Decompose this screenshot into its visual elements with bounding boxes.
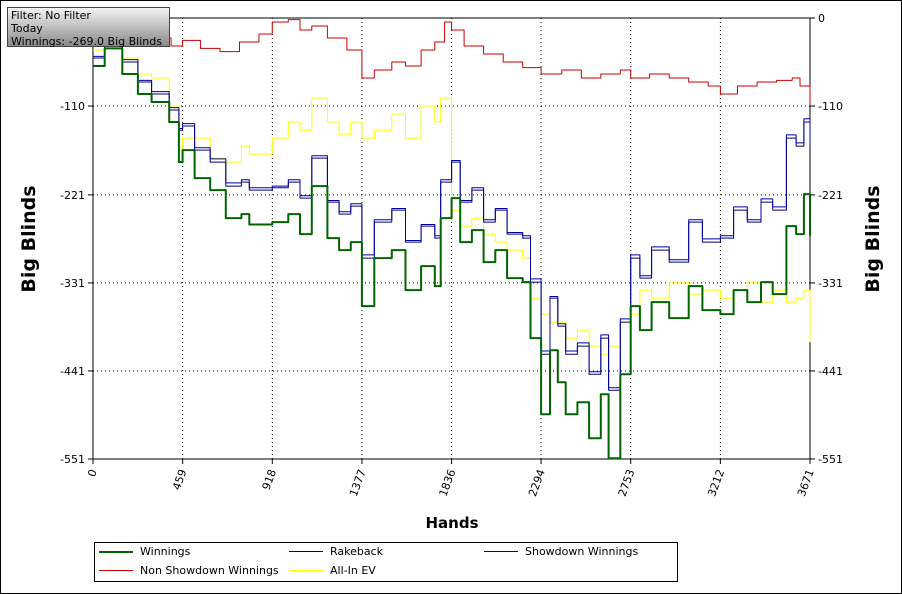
series-layer (93, 19, 811, 460)
x-tick-label: 1377 (347, 468, 369, 499)
period-text: Today (11, 22, 43, 35)
series-line-non-showdown-winnings (93, 19, 811, 106)
legend-swatch-winnings (99, 551, 133, 553)
y-tick-label-right: -110 (818, 100, 843, 113)
legend-item-all-in-ev: All-In EV (289, 562, 469, 580)
y-tick-label-right: -551 (818, 453, 843, 466)
legend: Winnings Rakeback Showdown Winnings Non … (94, 542, 678, 582)
legend-swatch-non-showdown (99, 570, 133, 571)
y-tick-label-left: -441 (60, 365, 85, 378)
series-line-winnings (93, 47, 811, 460)
y-tick-label-right: -331 (818, 277, 843, 290)
legend-item-showdown: Showdown Winnings (484, 543, 674, 561)
y-tick-label-right: -221 (818, 189, 843, 202)
legend-swatch-showdown (484, 551, 518, 552)
legend-swatch-rakeback (289, 551, 323, 552)
x-tick-label: 3212 (705, 468, 727, 499)
y-tick-label-right: -441 (818, 365, 843, 378)
legend-label-all-in-ev: All-In EV (330, 564, 376, 577)
y-axis-label-left: Big Blinds (18, 185, 40, 292)
y-tick-label-right: 0 (818, 12, 825, 25)
series-line-showdown-winnings (93, 39, 811, 389)
x-tick-label: 918 (260, 468, 279, 492)
x-tick-label: 0 (85, 468, 100, 479)
legend-label-showdown: Showdown Winnings (525, 545, 639, 558)
y-axis-label-right: Big Blinds (862, 185, 884, 292)
y-tick-label-left: -221 (60, 189, 85, 202)
winnings-text: Winnings: -269.0 Big Blinds (11, 35, 162, 48)
y-tick-label-left: -110 (60, 100, 85, 113)
x-tick-label: 2294 (526, 468, 548, 499)
legend-label-non-showdown: Non Showdown Winnings (140, 564, 279, 577)
x-tick-label: 1836 (437, 468, 459, 499)
y-tick-label-left: -331 (60, 277, 85, 290)
y-tick-label-left: -551 (60, 453, 85, 466)
x-tick-label: 459 (170, 468, 189, 492)
legend-label-winnings: Winnings (140, 545, 191, 558)
legend-item-rakeback: Rakeback (289, 543, 469, 561)
legend-item-non-showdown: Non Showdown Winnings (99, 562, 289, 580)
legend-label-rakeback: Rakeback (330, 545, 384, 558)
x-tick-label: 3671 (795, 468, 817, 499)
legend-item-winnings: Winnings (99, 543, 279, 561)
filter-info-box: Filter: No Filter Today Winnings: -269.0… (7, 7, 170, 48)
legend-swatch-all-in-ev (289, 570, 323, 571)
x-tick-label: 2753 (616, 468, 638, 499)
x-axis-label: Hands (425, 514, 478, 532)
filter-text: Filter: No Filter (11, 9, 91, 22)
